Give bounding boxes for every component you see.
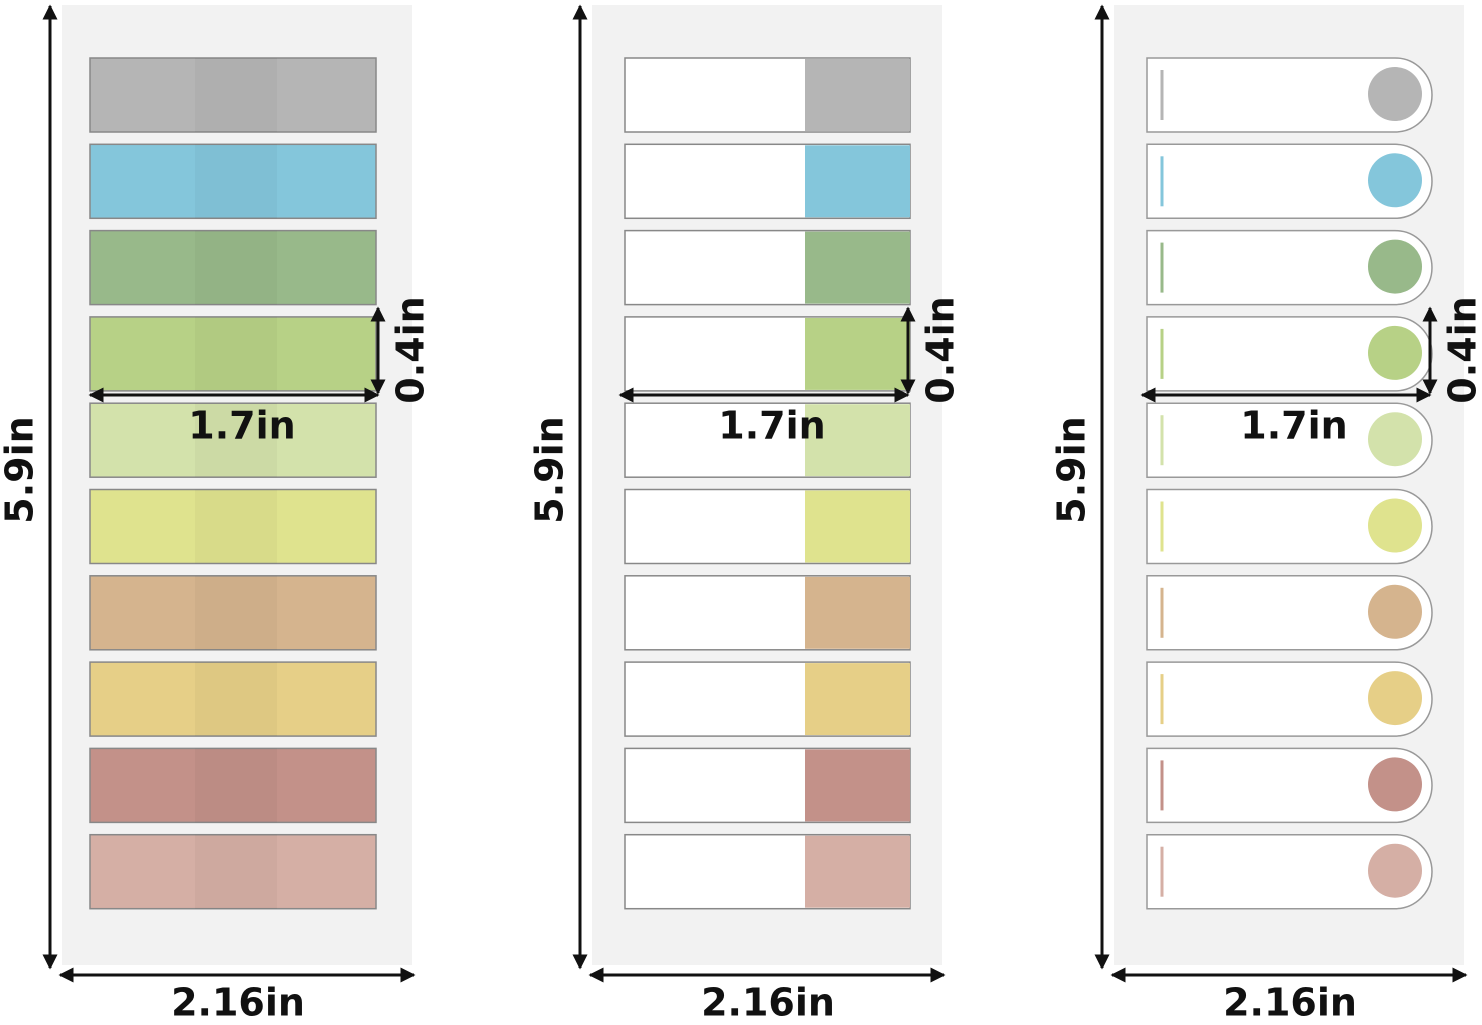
tab-dot — [1368, 757, 1422, 812]
tab — [1146, 229, 1433, 306]
tab — [89, 661, 377, 737]
tab — [1146, 661, 1433, 737]
tab-color — [805, 145, 910, 218]
tab-shade — [195, 490, 277, 564]
tab-color — [805, 404, 910, 477]
panel: 5.9in 2.16in 1.7in 0.4in — [0, 4, 433, 1025]
height-label: 5.9in — [0, 416, 42, 523]
tab-shade — [195, 231, 277, 305]
tab — [1146, 57, 1433, 133]
tab-dot — [1368, 325, 1422, 380]
tab-shade — [195, 748, 277, 822]
tab — [89, 747, 377, 824]
tab — [1146, 143, 1433, 220]
tab-dot — [1368, 153, 1422, 208]
tab — [89, 402, 377, 478]
tab-shade — [195, 576, 277, 650]
tab-height-label: 0.4in — [1441, 296, 1482, 403]
panel: 5.9in 2.16in 1.7in 0.4in — [528, 4, 963, 1025]
tab — [89, 833, 377, 910]
tab-width-label: 1.7in — [188, 404, 295, 448]
tab-dot — [1368, 843, 1422, 898]
tab-dot — [1368, 671, 1422, 726]
tab-color — [805, 576, 910, 649]
tab — [1146, 747, 1433, 824]
tab-dot — [1368, 67, 1422, 121]
tab — [1146, 402, 1433, 478]
tab-height-label: 0.4in — [919, 296, 963, 403]
tab-height-label: 0.4in — [389, 296, 433, 403]
panel: 5.9in 2.16in 1.7in 0.4in — [1050, 4, 1482, 1025]
tab-shade — [195, 662, 277, 736]
tab-shade — [195, 144, 277, 218]
tab-dot — [1368, 412, 1422, 467]
tab — [89, 143, 377, 220]
tab-width-label: 1.7in — [718, 404, 825, 448]
width-label: 2.16in — [171, 981, 305, 1025]
tab-color — [805, 749, 910, 822]
width-label: 2.16in — [701, 981, 835, 1025]
tab-shade — [195, 835, 277, 909]
tab-color — [805, 59, 910, 131]
height-label: 5.9in — [1050, 416, 1094, 523]
tab-dot — [1368, 498, 1422, 553]
tab — [89, 229, 377, 306]
tab — [89, 575, 377, 651]
tab — [1146, 575, 1433, 651]
tab-color — [805, 835, 910, 908]
tab-width-label: 1.7in — [1240, 404, 1347, 448]
tab-shade — [195, 317, 277, 391]
tab-dot — [1368, 584, 1422, 639]
tab-color — [805, 490, 910, 563]
tab — [1146, 488, 1433, 565]
width-label: 2.16in — [1223, 981, 1357, 1025]
tab-color — [805, 231, 910, 304]
tab-color — [805, 663, 910, 736]
tab — [89, 488, 377, 565]
tab — [1146, 833, 1433, 910]
tab — [89, 57, 377, 133]
tab-dot — [1368, 239, 1422, 294]
tab-shade — [195, 58, 277, 132]
height-label: 5.9in — [528, 416, 572, 523]
tab-color — [805, 317, 910, 390]
